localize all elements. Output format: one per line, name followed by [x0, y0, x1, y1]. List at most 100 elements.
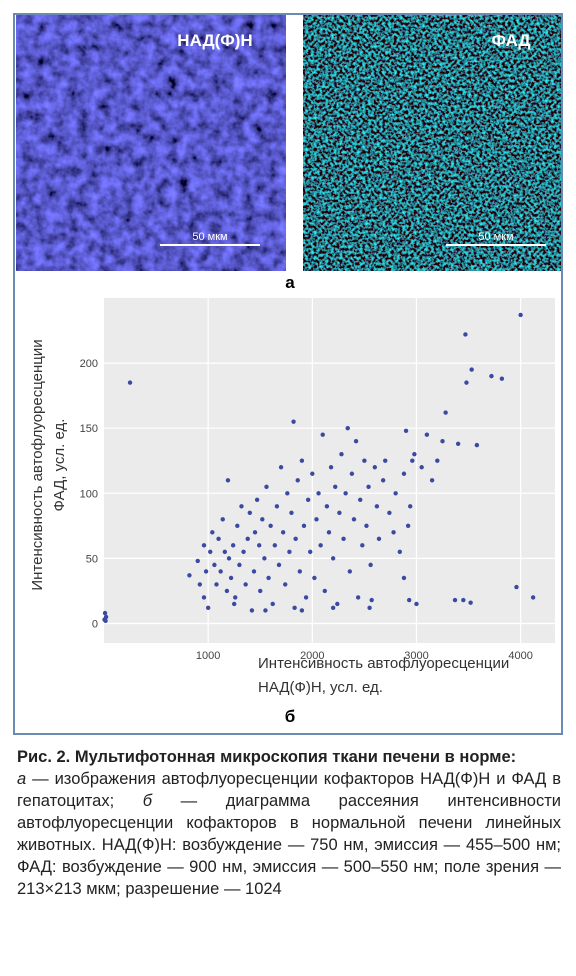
point	[299, 458, 305, 463]
point	[292, 605, 297, 611]
point	[187, 573, 192, 578]
point	[316, 491, 321, 496]
point	[376, 536, 382, 542]
point	[239, 504, 244, 509]
point	[102, 610, 108, 616]
point	[401, 471, 407, 476]
point	[362, 458, 367, 463]
point	[369, 597, 374, 603]
point	[339, 452, 344, 457]
point	[393, 491, 398, 496]
point	[305, 497, 311, 502]
caption-text: — диаграмма рассеяния интенсивности авто…	[17, 792, 562, 898]
point	[518, 312, 523, 318]
point	[414, 601, 419, 607]
point	[218, 569, 223, 574]
point	[301, 523, 307, 529]
point	[322, 588, 328, 594]
point	[335, 601, 340, 607]
point	[464, 380, 469, 385]
plot-background	[104, 298, 555, 643]
point	[353, 439, 359, 444]
point	[341, 536, 346, 542]
point	[201, 595, 207, 600]
point	[401, 575, 407, 581]
point	[308, 549, 313, 555]
point	[469, 367, 474, 372]
point	[320, 432, 325, 437]
point	[410, 458, 415, 463]
point	[514, 584, 519, 590]
point	[212, 562, 217, 568]
x-tick-label: 4000	[508, 650, 532, 662]
y-tick-label: 0	[92, 618, 98, 630]
point	[366, 484, 371, 489]
point	[263, 608, 268, 613]
point	[397, 549, 403, 555]
point	[328, 465, 334, 470]
point	[243, 582, 248, 587]
point	[247, 510, 253, 516]
point	[310, 471, 315, 476]
point	[403, 428, 409, 433]
caption-title: Рис. 2. Мультифотонная микроскопия ткани…	[17, 748, 517, 766]
point	[225, 478, 231, 483]
y-tick-label: 200	[80, 358, 98, 370]
point	[262, 556, 267, 561]
point	[293, 536, 298, 542]
point	[345, 425, 350, 431]
point	[251, 569, 257, 574]
point	[368, 562, 373, 568]
point	[405, 523, 411, 529]
point	[312, 575, 317, 581]
point	[424, 432, 430, 437]
point	[195, 558, 200, 564]
point	[452, 597, 458, 603]
point	[347, 569, 353, 574]
y-label: ФАД, усл. ед.	[51, 419, 68, 512]
figure: НАД(Ф)Н ФАД 50 мкм 50 мкм а б Интенсивно…	[13, 13, 563, 735]
point	[256, 543, 262, 548]
x-label: НАД(Ф)Н, усл. ед.	[258, 679, 383, 696]
point	[201, 543, 207, 548]
caption-text: — изображения автофлуоресценции кофактор…	[17, 770, 561, 810]
point	[274, 504, 280, 509]
point	[241, 549, 246, 555]
point	[249, 608, 255, 613]
point	[330, 556, 336, 561]
point	[364, 523, 369, 529]
point	[291, 419, 296, 424]
point	[224, 588, 230, 594]
point	[380, 478, 386, 483]
point	[222, 549, 228, 555]
point	[214, 582, 219, 587]
y-label: Интенсивность автофлуоресценции	[29, 339, 46, 590]
point	[231, 601, 237, 607]
point	[461, 597, 466, 603]
point	[220, 517, 225, 522]
x-label: Интенсивность автофлуоресценции	[258, 655, 509, 672]
point	[349, 471, 355, 476]
point	[203, 569, 209, 574]
point	[287, 549, 292, 555]
point	[254, 497, 260, 502]
point	[226, 556, 232, 561]
point	[252, 530, 258, 535]
point	[210, 530, 215, 535]
point	[318, 543, 323, 548]
point	[299, 608, 305, 613]
point	[387, 510, 392, 516]
point	[297, 569, 303, 574]
point	[530, 595, 536, 600]
point	[374, 504, 380, 509]
x-tick-label: 3000	[404, 650, 428, 662]
frame	[13, 13, 563, 735]
point	[351, 517, 357, 522]
point	[278, 465, 284, 470]
point	[419, 465, 424, 470]
point	[197, 582, 203, 587]
point	[391, 530, 396, 535]
point	[264, 484, 269, 489]
point	[333, 484, 338, 489]
point	[102, 617, 107, 622]
